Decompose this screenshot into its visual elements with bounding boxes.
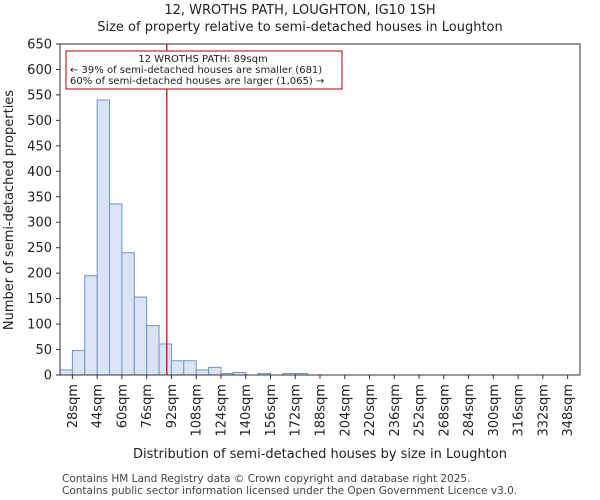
x-tick-label: 156sqm bbox=[264, 384, 279, 437]
y-tick-label: 150 bbox=[27, 292, 52, 307]
x-tick-label: 92sqm bbox=[165, 384, 180, 428]
bar-84 bbox=[158, 343, 172, 376]
x-tick-label: 316sqm bbox=[512, 384, 527, 437]
x-tick-label: 28sqm bbox=[66, 384, 81, 428]
x-tick-label: 268sqm bbox=[437, 384, 452, 437]
x-tick-label: 332sqm bbox=[536, 384, 551, 437]
x-tick-label: 204sqm bbox=[338, 384, 353, 437]
y-tick-label: 300 bbox=[27, 216, 52, 231]
annotation-box: 12 WROTHS PATH: 89sqm ← 39% of semi-deta… bbox=[65, 50, 343, 90]
x-tick-label: 252sqm bbox=[413, 384, 428, 437]
y-tick-label: 600 bbox=[27, 63, 52, 78]
y-tick-label: 650 bbox=[27, 38, 52, 53]
bars bbox=[59, 99, 309, 376]
x-tick-label: 124sqm bbox=[214, 384, 229, 437]
x-tick-label: 284sqm bbox=[462, 384, 477, 437]
annotation-line-1: 12 WROTHS PATH: 89sqm bbox=[138, 54, 267, 65]
y-axis-label: Number of semi-detached properties bbox=[2, 90, 17, 330]
bar-108 bbox=[195, 369, 210, 376]
y-tick-label: 350 bbox=[27, 190, 52, 205]
x-tick-label: 300sqm bbox=[487, 384, 502, 437]
x-tick-label: 108sqm bbox=[190, 384, 205, 437]
y-tick-label: 500 bbox=[27, 114, 52, 129]
y-tick-label: 250 bbox=[27, 241, 52, 256]
x-tick-label: 140sqm bbox=[239, 384, 254, 437]
axes: 0 50 100 150 200 250 300 350 400 450 500 550 600 650 2… bbox=[27, 38, 581, 437]
chart-subtitle: Size of property relative to semi-detach… bbox=[97, 20, 503, 35]
bar-76 bbox=[146, 325, 160, 376]
y-tick-label: 450 bbox=[27, 139, 52, 154]
x-axis-label: Distribution of semi-detached houses by … bbox=[133, 447, 507, 462]
y-tick-label: 400 bbox=[27, 165, 52, 180]
chart-title: 12, WROTHS PATH, LOUGHTON, IG10 1SH bbox=[164, 3, 436, 18]
annotation-border bbox=[65, 50, 343, 90]
x-tick-label: 348sqm bbox=[561, 384, 576, 437]
bar-52 bbox=[109, 203, 123, 376]
bar-20 bbox=[59, 369, 73, 376]
bar-36 bbox=[84, 275, 98, 376]
footer-line-1: Contains HM Land Registry data © Crown c… bbox=[62, 473, 471, 485]
x-tick-label: 188sqm bbox=[314, 384, 329, 437]
y-tick-label: 50 bbox=[35, 343, 52, 358]
bar-100 bbox=[183, 360, 197, 376]
y-tick-label: 200 bbox=[27, 267, 52, 282]
bar-92 bbox=[170, 360, 185, 376]
bar-68 bbox=[133, 296, 148, 376]
x-tick-label: 172sqm bbox=[289, 384, 304, 437]
annotation-line-3: 60% of semi-detached houses are larger (… bbox=[70, 76, 324, 87]
y-tick-label: 550 bbox=[27, 88, 52, 103]
y-tick-label: 100 bbox=[27, 318, 52, 333]
x-tick-label: 44sqm bbox=[91, 384, 106, 428]
y-tick-label: 0 bbox=[44, 369, 52, 384]
bar-44 bbox=[96, 99, 111, 376]
bar-28 bbox=[71, 350, 86, 376]
x-tick-label: 220sqm bbox=[363, 384, 378, 437]
x-tick-label: 236sqm bbox=[388, 384, 403, 437]
annotation-line-2: ← 39% of semi-detached houses are smalle… bbox=[70, 65, 322, 76]
x-tick-label: 60sqm bbox=[115, 384, 130, 428]
footer-line-2: Contains public sector information licen… bbox=[62, 485, 518, 497]
x-tick-label: 76sqm bbox=[140, 384, 155, 428]
bar-116 bbox=[208, 366, 222, 376]
bar-60 bbox=[121, 252, 135, 376]
